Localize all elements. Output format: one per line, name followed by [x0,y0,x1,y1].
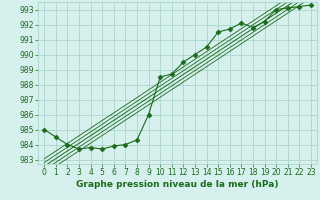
X-axis label: Graphe pression niveau de la mer (hPa): Graphe pression niveau de la mer (hPa) [76,180,279,189]
